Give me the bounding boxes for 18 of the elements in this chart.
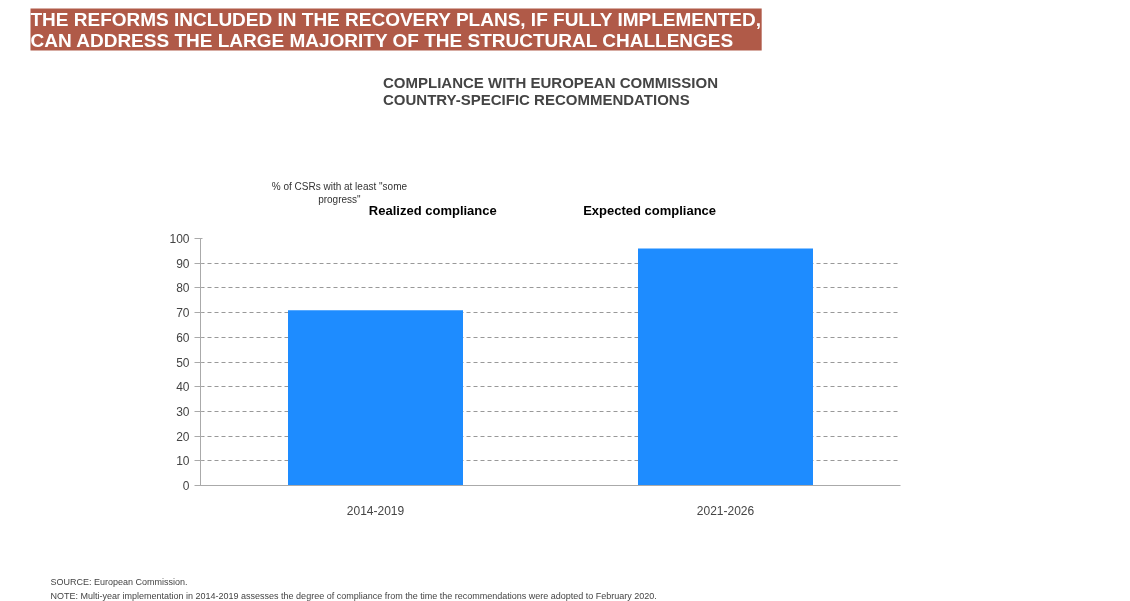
- y-tick-label: 20: [176, 429, 190, 444]
- y-tick-label: 10: [176, 454, 190, 469]
- y-tick-label: 90: [176, 256, 190, 271]
- y-tick-label: 30: [176, 404, 190, 419]
- text: Expected compliance: [583, 202, 717, 218]
- chart-title: THE REFORMS INCLUDED IN THE RECOVERY PLANS, IF FULLY IMPLEMENTED, CAN ADDRESS THE LARGE MAJORITY OF THE STRUCTURAL CHALLENGES: [30, 8, 761, 51]
- y-tick-label: 80: [176, 281, 190, 296]
- y-tick-label: 0: [182, 479, 190, 493]
- x-tick-label: 2014-2019: [346, 503, 405, 518]
- x-tick-label: 2021-2026: [696, 503, 755, 518]
- y-tick-label: 60: [176, 330, 190, 345]
- y-tick-label: 50: [176, 355, 190, 370]
- y-tick-label: 40: [176, 380, 190, 395]
- y-tick-label: 70: [176, 306, 190, 321]
- source-note: SOURCE: European Commission.: [50, 576, 188, 587]
- text: NOTE: Multi-year implementation in 2014-2019 assesses the degree of compliance from the time the recommendations were adopted to February 2020.: [50, 590, 657, 601]
- y-tick-label: 100: [169, 232, 190, 246]
- chart-subtitle: COMPLIANCE WITH EUROPEAN COMMISSION COUNTRY-SPECIFIC RECOMMENDATIONS: [383, 73, 719, 108]
